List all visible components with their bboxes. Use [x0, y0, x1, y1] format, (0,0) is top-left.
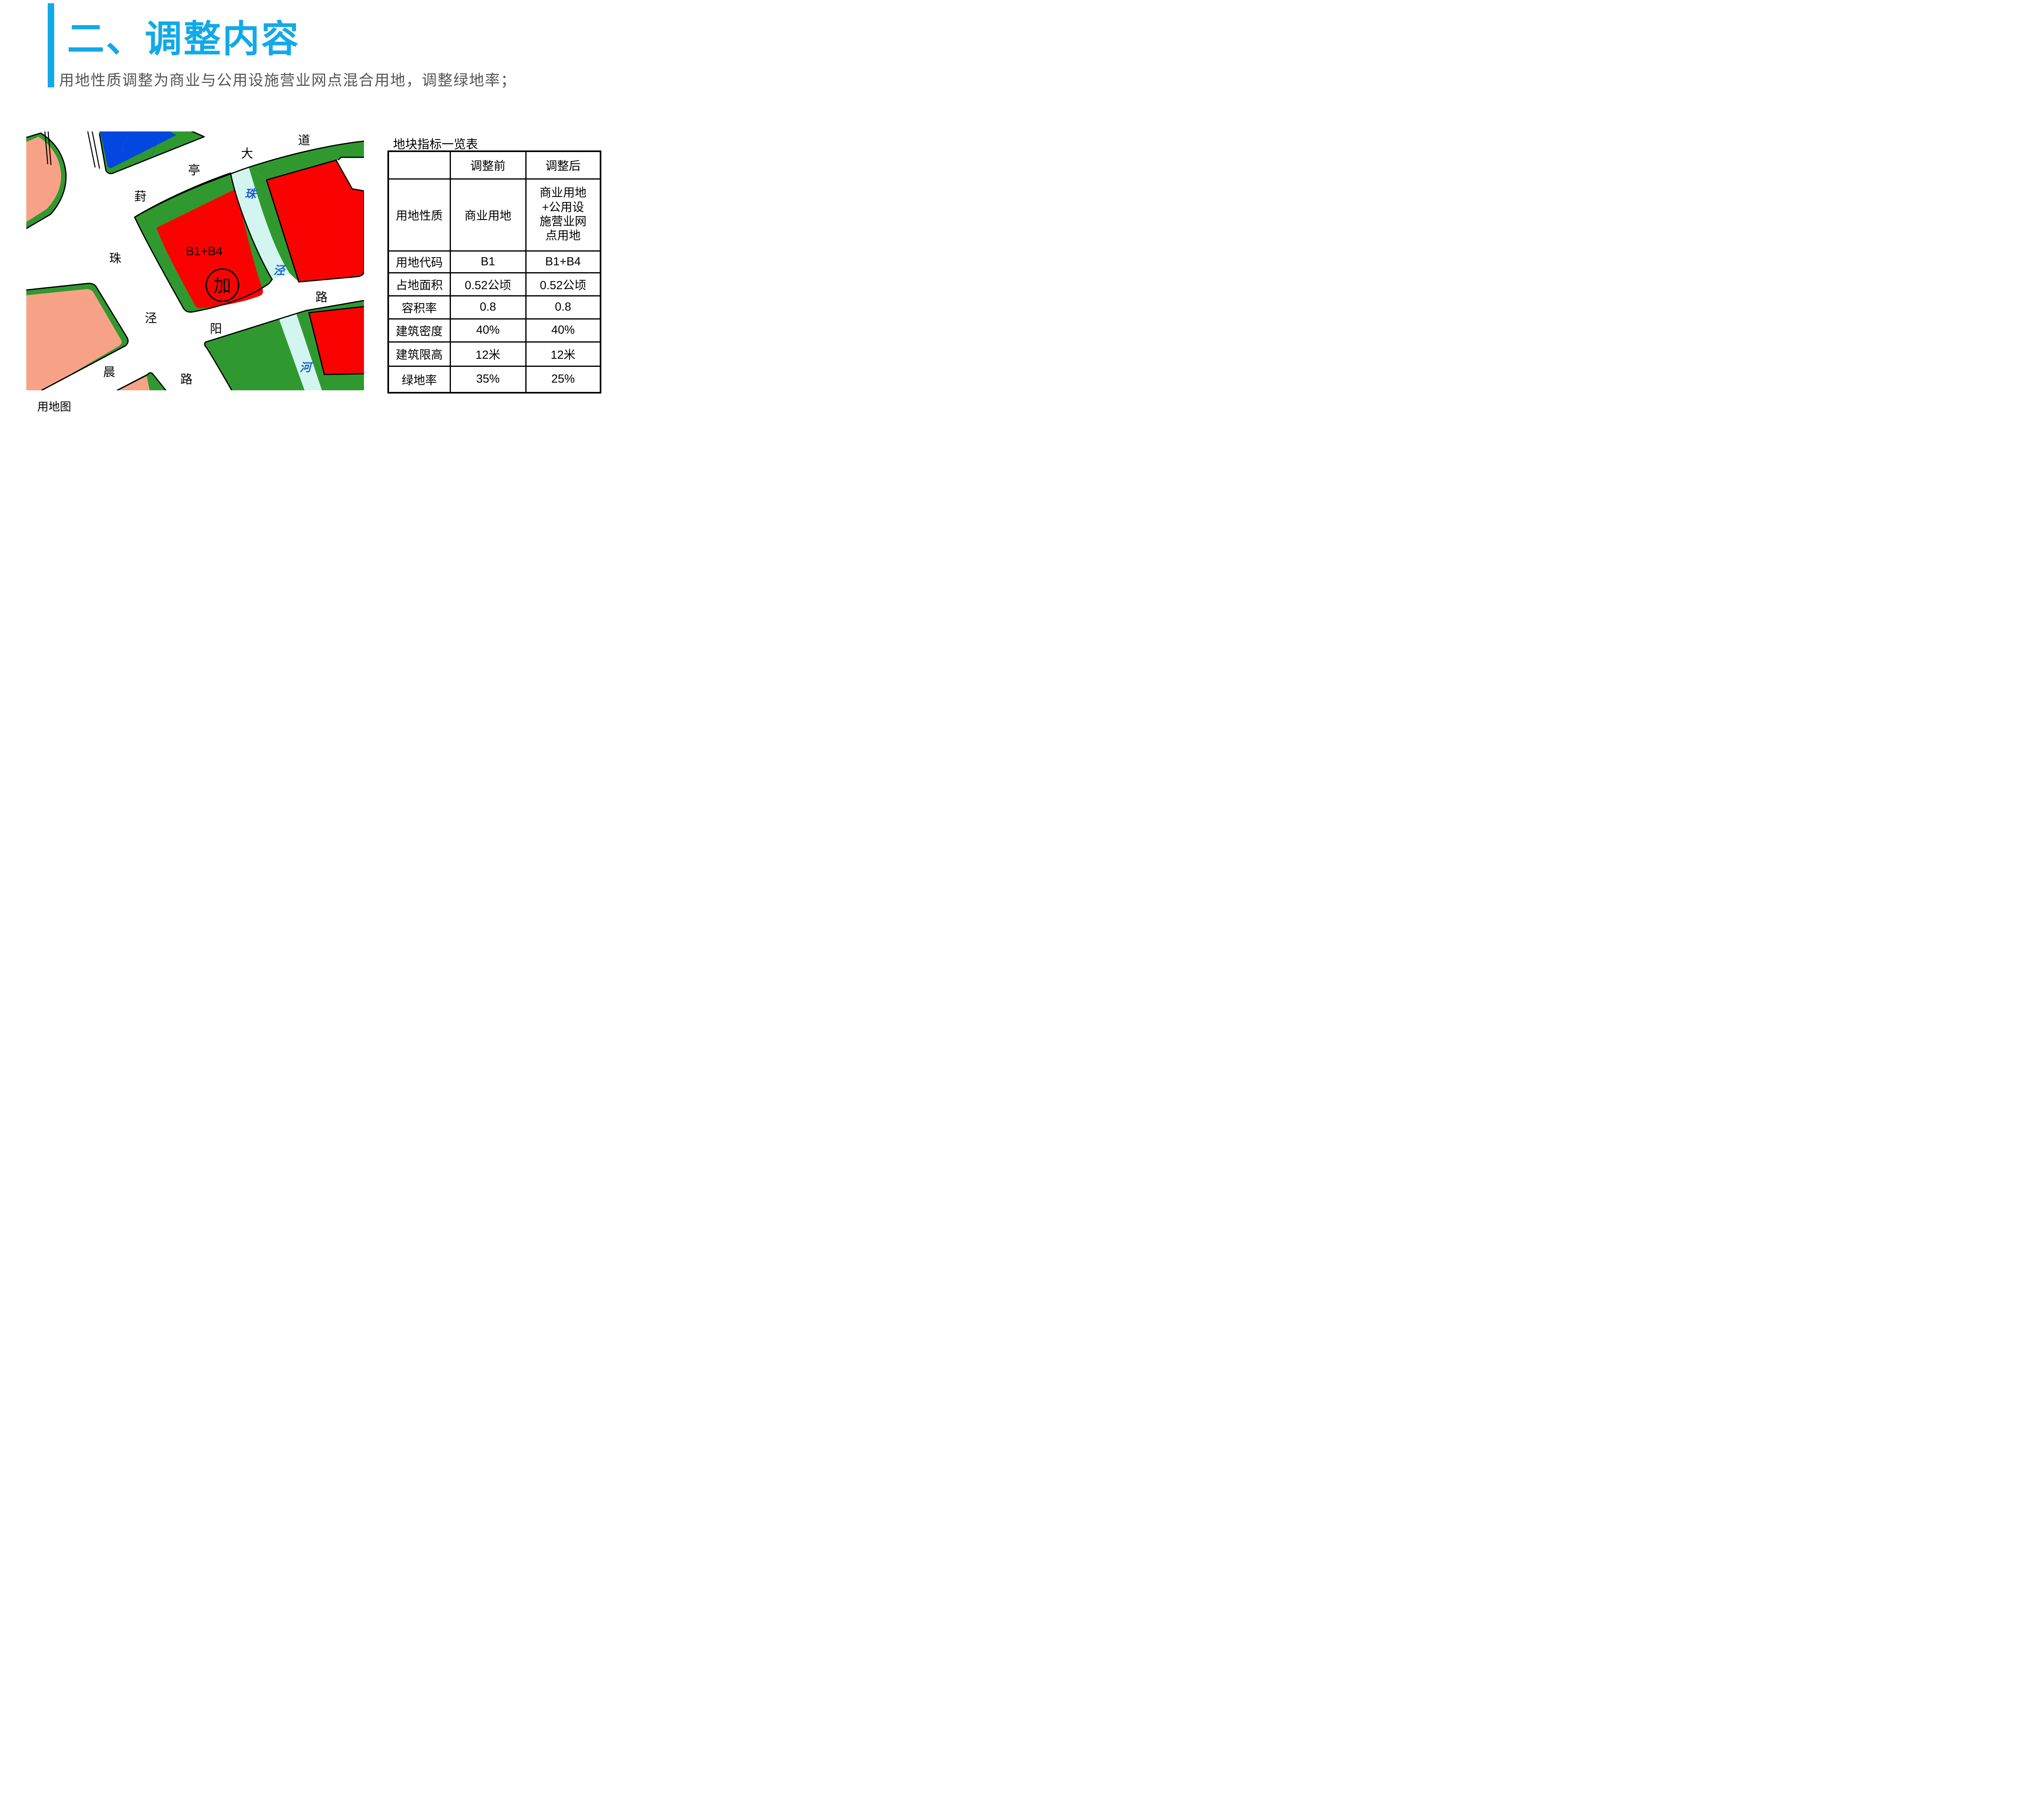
row-label: 建筑密度 — [387, 318, 451, 343]
outline-triangle-parcel — [116, 372, 167, 391]
building-outline — [121, 132, 164, 156]
parcel-topleft-salmon — [26, 137, 61, 222]
parcel-bottomleft-salmon — [26, 289, 122, 390]
map-caption: 用地图 — [37, 400, 72, 413]
table-row: 容积率 0.8 0.8 — [387, 295, 601, 320]
river-label-zhu: 珠 — [245, 188, 257, 200]
road-label-jing2: 泾 — [145, 312, 157, 325]
header-cell-empty — [387, 150, 451, 180]
road-label-ting: 亭 — [188, 164, 200, 177]
land-use-map-svg: 葑 亭 大 道 珠 泾 河 珠 泾 晨 路 阳 路 B1+B4 加 — [25, 131, 365, 391]
parcel-code-label: B1+B4 — [186, 245, 223, 258]
cell-before: 12米 — [449, 341, 527, 367]
cell-before: B1 — [449, 250, 527, 273]
table-row: 占地面积 0.52公顷 0.52公顷 — [387, 272, 601, 296]
cell-before: 40% — [449, 318, 527, 343]
road-label-lu1: 路 — [180, 373, 192, 386]
minor-road-lines-west — [44, 131, 52, 165]
indicator-table: 调整前 调整后 用地性质 商业用地 商业用地 +公用设 施营业网 点用地 用地代… — [387, 150, 601, 394]
parcel-triangle-salmon — [118, 376, 150, 390]
road-label-yang: 阳 — [210, 322, 222, 336]
row-label: 占地面积 — [387, 272, 451, 296]
land-use-map: 葑 亭 大 道 珠 泾 河 珠 泾 晨 路 阳 路 B1+B4 加 — [25, 131, 365, 391]
table-row: 用地代码 B1 B1+B4 — [387, 250, 601, 273]
accent-bar — [48, 3, 54, 87]
river-lower — [279, 314, 322, 390]
outline-notch — [338, 157, 365, 161]
header-cell-after: 调整后 — [525, 150, 601, 180]
road-label-lu2: 路 — [315, 291, 328, 304]
outline-east-red — [266, 159, 365, 283]
table-header-row: 调整前 调整后 — [387, 150, 601, 180]
row-label: 用地性质 — [387, 178, 451, 252]
page-subtitle: 用地性质调整为商业与公用设施营业网点混合用地，调整绿地率； — [59, 72, 516, 89]
outline-south-green — [204, 300, 365, 391]
table-row: 用地性质 商业用地 商业用地 +公用设 施营业网 点用地 — [387, 178, 601, 252]
road-label-zhu2: 珠 — [109, 252, 121, 265]
road-label-feng: 葑 — [134, 190, 146, 203]
cell-after: 40% — [525, 318, 601, 343]
cell-before: 35% — [449, 365, 527, 394]
stamp-text: 加 — [214, 276, 231, 296]
cell-after: 25% — [525, 365, 601, 394]
row-label: 用地代码 — [387, 250, 451, 273]
river-label-jing: 泾 — [273, 264, 286, 277]
cell-after: 12米 — [525, 341, 601, 367]
outline-bottomleft-parcel — [25, 283, 129, 391]
minor-road-lines-north — [87, 131, 100, 169]
cell-after: 商业用地 +公用设 施营业网 点用地 — [525, 178, 601, 252]
riverside-green-strip — [249, 167, 299, 282]
page-title: 二、调整内容 — [67, 19, 300, 60]
cell-before: 0.8 — [449, 295, 527, 320]
slide: 二、调整内容 用地性质调整为商业与公用设施营业网点混合用地，调整绿地率； — [0, 0, 621, 466]
avenue-verge-green — [249, 141, 364, 180]
cell-after: 0.8 — [525, 295, 601, 320]
cell-before: 商业用地 — [449, 178, 527, 252]
road-label-dao: 道 — [298, 134, 310, 147]
table-title: 地块指标一览表 — [393, 138, 478, 151]
river-upper — [231, 167, 290, 279]
cell-before: 0.52公顷 — [449, 272, 527, 296]
row-label: 建筑限高 — [387, 341, 451, 367]
table-row: 建筑限高 12米 12米 — [387, 341, 601, 367]
parcel-blue — [100, 131, 176, 168]
row-label: 绿地率 — [387, 365, 451, 394]
table-row: 建筑密度 40% 40% — [387, 318, 601, 343]
parcel-b1b4-red — [157, 189, 263, 308]
cell-after: 0.52公顷 — [525, 272, 601, 296]
stamp-circle — [205, 268, 239, 302]
outline-b1b4-block — [134, 172, 273, 313]
outline-topleft-parcel — [25, 132, 67, 229]
outline-southeast-red — [308, 306, 365, 375]
parcel-southeast-red — [309, 307, 364, 375]
outline-blue-parcel — [99, 131, 205, 174]
row-label: 容积率 — [387, 295, 451, 320]
parcel-east-red — [266, 160, 364, 282]
road-label-chen: 晨 — [103, 366, 115, 379]
cell-after: B1+B4 — [525, 250, 601, 273]
road-label-da: 大 — [241, 147, 253, 161]
table-row: 绿地率 35% 25% — [387, 365, 601, 394]
header-cell-before: 调整前 — [449, 150, 527, 180]
